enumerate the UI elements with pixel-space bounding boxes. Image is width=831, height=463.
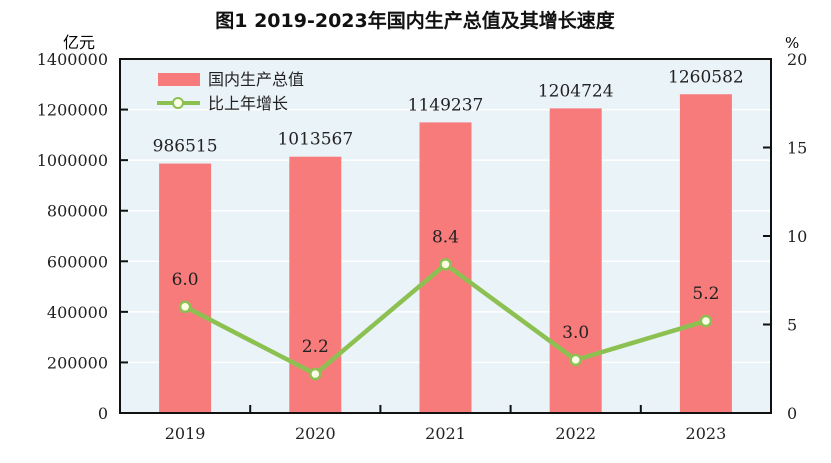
bar-2023 <box>679 94 732 413</box>
right-tick-label: 15 <box>787 139 807 158</box>
growth-value-label: 3.0 <box>562 323 589 343</box>
right-tick-label: 20 <box>787 50 807 69</box>
bar-2019 <box>159 163 212 413</box>
left-tick-label: 400000 <box>47 303 108 322</box>
legend-bar-label: 国内生产总值 <box>208 70 304 89</box>
bar-value-label: 1204724 <box>538 81 614 101</box>
legend: 国内生产总值 比上年增长 <box>157 70 304 113</box>
left-axis-unit: 亿元 <box>63 33 95 52</box>
growth-point-2022 <box>569 353 582 367</box>
bar-value-label: 986515 <box>153 137 218 157</box>
growth-point-2021 <box>439 258 452 271</box>
growth-point-2020 <box>309 367 322 381</box>
x-tick-label: 2021 <box>425 424 466 443</box>
left-tick-label: 1400000 <box>37 50 108 69</box>
legend-line-label: 比上年增长 <box>208 94 288 113</box>
right-axis-unit: % <box>785 34 799 52</box>
bar-value-label: 1149237 <box>408 95 484 115</box>
right-tick-label: 0 <box>787 404 797 423</box>
right-tick-label: 5 <box>787 316 797 335</box>
growth-value-label: 6.0 <box>172 270 199 290</box>
legend-bar-swatch <box>158 73 200 86</box>
legend-line-marker <box>172 97 184 109</box>
plot-frame <box>119 58 772 414</box>
growth-value-label: 8.4 <box>432 227 459 247</box>
growth-point-2023 <box>699 314 713 328</box>
growth-value-label: 5.2 <box>692 284 719 304</box>
x-tick-label: 2019 <box>165 424 206 443</box>
x-tick-label: 2023 <box>686 424 727 443</box>
bar-2022 <box>549 108 602 414</box>
growth-point-2019 <box>178 300 192 314</box>
right-tick-label: 10 <box>787 227 807 246</box>
left-tick-label: 0 <box>98 404 108 423</box>
left-tick-label: 800000 <box>47 202 108 221</box>
bar-value-label: 1013567 <box>277 130 353 150</box>
chart-title: 图1 2019-2023年国内生产总值及其增长速度 <box>215 9 615 32</box>
x-tick-label: 2022 <box>555 424 596 443</box>
growth-value-label: 2.2 <box>302 337 329 357</box>
left-tick-label: 200000 <box>47 353 108 372</box>
left-tick-label: 1000000 <box>37 151 108 170</box>
left-tick-label: 600000 <box>47 252 108 271</box>
x-tick-label: 2020 <box>295 424 336 443</box>
left-tick-label: 1200000 <box>37 101 108 120</box>
bar-value-label: 1260582 <box>668 67 744 87</box>
